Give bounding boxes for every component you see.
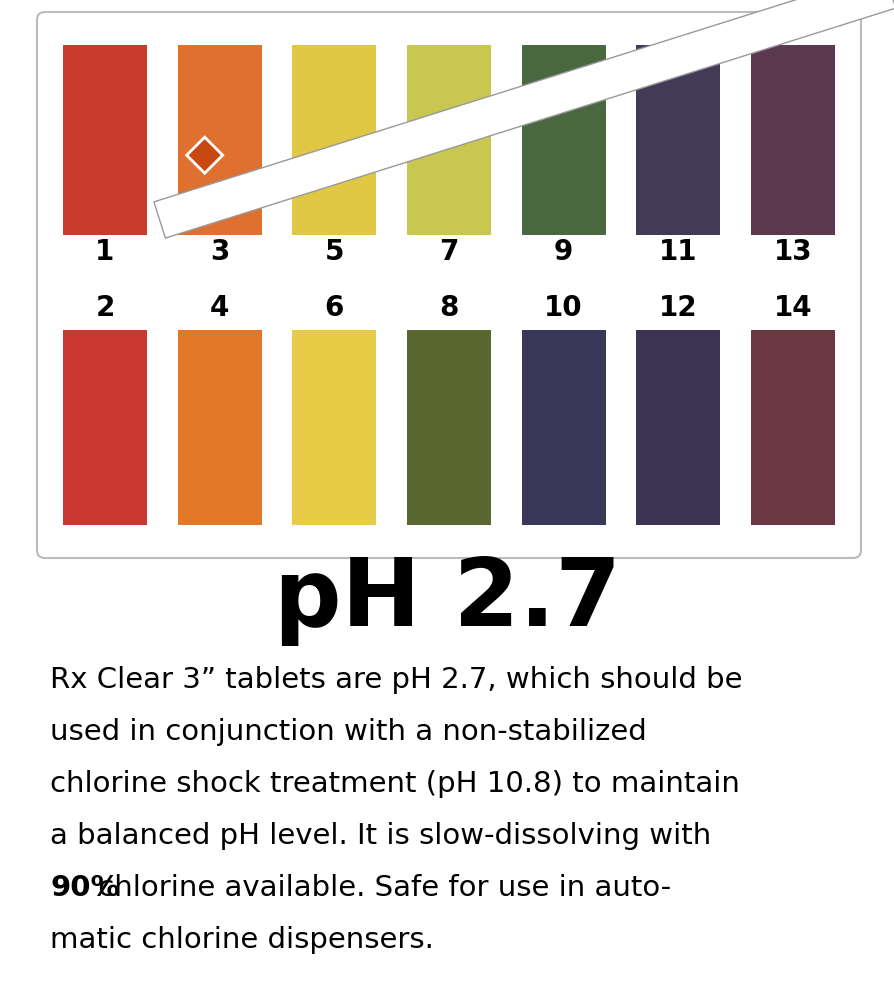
Text: 4: 4 — [210, 294, 230, 322]
Text: 5: 5 — [325, 238, 344, 266]
Text: chlorine available. Safe for use in auto-: chlorine available. Safe for use in auto… — [89, 874, 671, 902]
Text: matic chlorine dispensers.: matic chlorine dispensers. — [50, 926, 434, 954]
Text: 3: 3 — [210, 238, 230, 266]
Text: used in conjunction with a non-stabilized: used in conjunction with a non-stabilize… — [50, 718, 646, 746]
Text: 1: 1 — [96, 238, 114, 266]
Text: 6: 6 — [325, 294, 344, 322]
Bar — [751, 45, 835, 235]
Polygon shape — [154, 0, 894, 238]
Bar — [522, 330, 605, 525]
Bar — [63, 45, 147, 235]
Text: pH 2.7: pH 2.7 — [274, 554, 620, 646]
Text: 2: 2 — [96, 294, 114, 322]
Text: chlorine shock treatment (pH 10.8) to maintain: chlorine shock treatment (pH 10.8) to ma… — [50, 770, 740, 798]
Text: 10: 10 — [544, 294, 583, 322]
FancyBboxPatch shape — [37, 12, 861, 558]
Text: Rx Clear 3” tablets are pH 2.7, which should be: Rx Clear 3” tablets are pH 2.7, which sh… — [50, 666, 743, 694]
Bar — [637, 45, 721, 235]
Text: 13: 13 — [773, 238, 813, 266]
Bar — [63, 330, 147, 525]
Bar — [407, 330, 491, 525]
Bar — [292, 45, 376, 235]
Bar — [178, 330, 262, 525]
Text: 9: 9 — [554, 238, 573, 266]
Bar — [637, 330, 721, 525]
Text: a balanced pH level. It is slow-dissolving with: a balanced pH level. It is slow-dissolvi… — [50, 822, 712, 850]
Text: 11: 11 — [659, 238, 697, 266]
Text: 7: 7 — [439, 238, 459, 266]
Polygon shape — [187, 137, 223, 173]
Text: 12: 12 — [659, 294, 697, 322]
Bar — [522, 45, 605, 235]
Bar — [292, 330, 376, 525]
Text: 90%: 90% — [50, 874, 120, 902]
Text: 14: 14 — [773, 294, 813, 322]
Bar — [407, 45, 491, 235]
Bar — [751, 330, 835, 525]
Text: 8: 8 — [439, 294, 459, 322]
Bar — [178, 45, 262, 235]
